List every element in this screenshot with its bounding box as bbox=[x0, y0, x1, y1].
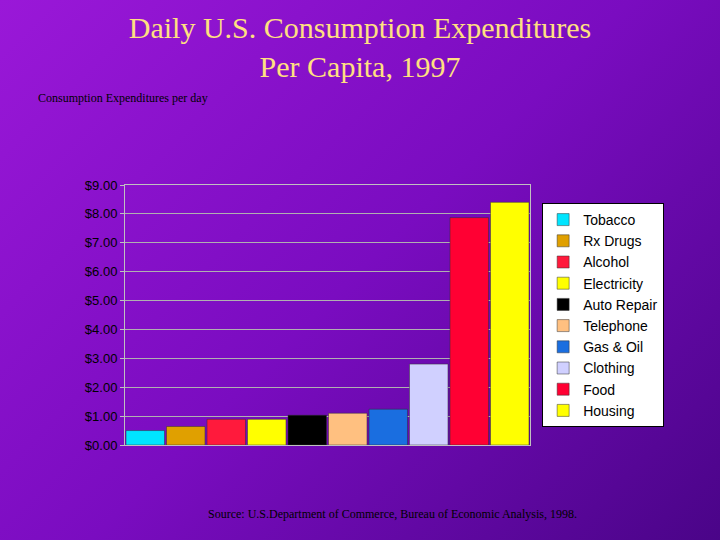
svg-text:Source: U.S.Department of Comm: Source: U.S.Department of Commerce, Bure… bbox=[208, 507, 577, 521]
svg-text:$0.00: $0.00 bbox=[85, 438, 118, 453]
svg-text:$4.00: $4.00 bbox=[85, 322, 118, 337]
svg-text:$2.00: $2.00 bbox=[85, 380, 118, 395]
svg-text:Daily U.S. Consumption Expendi: Daily U.S. Consumption ExpendituresPer C… bbox=[129, 11, 591, 83]
svg-text:$8.00: $8.00 bbox=[85, 206, 118, 221]
svg-text:$5.00: $5.00 bbox=[85, 293, 118, 308]
svg-text:$6.00: $6.00 bbox=[85, 264, 118, 279]
svg-text:Auto Repair: Auto Repair bbox=[583, 297, 657, 313]
svg-text:$9.00: $9.00 bbox=[85, 178, 118, 193]
svg-text:Gas & Oil: Gas & Oil bbox=[583, 339, 643, 355]
svg-text:$3.00: $3.00 bbox=[85, 351, 118, 366]
svg-text:Consumption Expenditures per d: Consumption Expenditures per day bbox=[38, 91, 208, 105]
svg-text:Tobacco: Tobacco bbox=[583, 212, 635, 228]
svg-text:Food: Food bbox=[583, 382, 615, 398]
svg-text:$1.00: $1.00 bbox=[85, 409, 118, 424]
svg-text:Electricity: Electricity bbox=[583, 276, 643, 292]
svg-text:Rx Drugs: Rx Drugs bbox=[583, 233, 641, 249]
svg-text:$7.00: $7.00 bbox=[85, 235, 118, 250]
svg-text:Housing: Housing bbox=[583, 403, 634, 419]
svg-text:Clothing: Clothing bbox=[583, 360, 634, 376]
svg-text:Telephone: Telephone bbox=[583, 318, 648, 334]
svg-text:Alcohol: Alcohol bbox=[583, 254, 629, 270]
